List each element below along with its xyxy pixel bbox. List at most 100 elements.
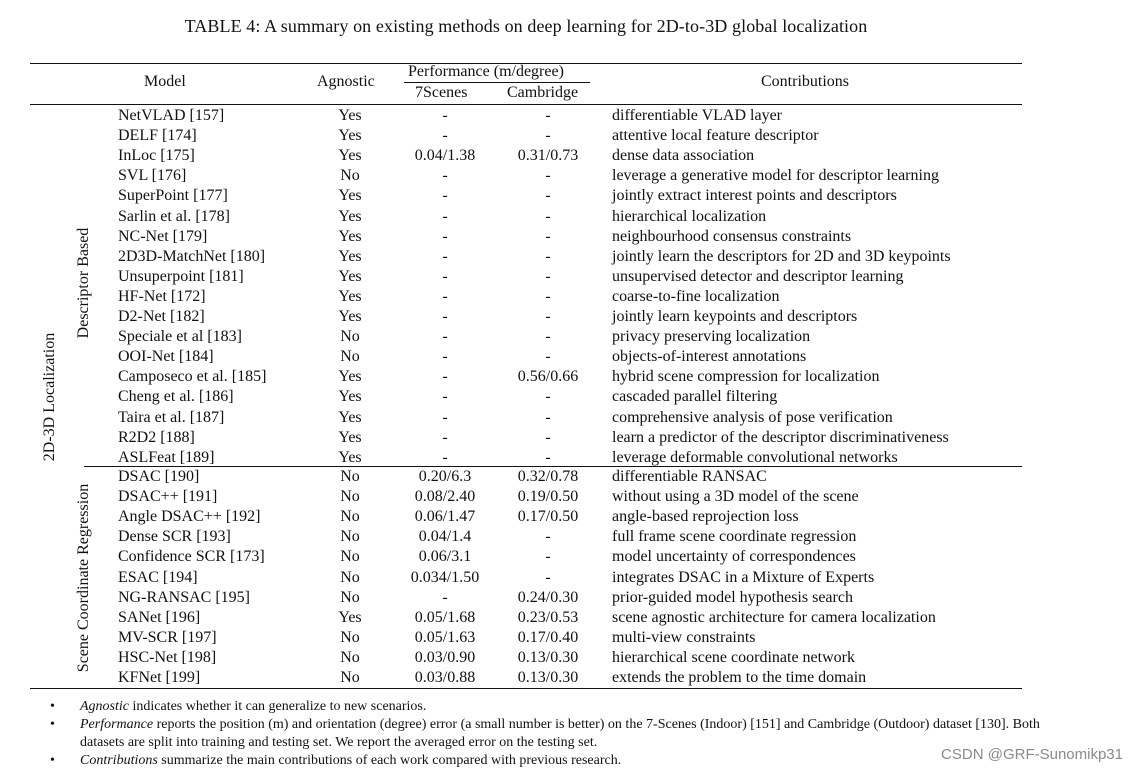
cell-7scenes: 0.20/6.3: [418, 468, 472, 485]
cell-model: NetVLAD [157]: [118, 107, 225, 124]
cell-7scenes: -: [442, 227, 448, 245]
table-row: Confidence SCR [173] No 0.06/3.1 - model unc…: [30, 547, 1022, 567]
header-model: Model: [144, 73, 186, 90]
cell-agnostic: Yes: [338, 267, 362, 285]
cell-cambridge: -: [545, 388, 551, 406]
cell-contribution: hierarchical localization: [612, 207, 767, 225]
cell-agnostic: No: [340, 628, 360, 646]
cell-cambridge: -: [545, 287, 551, 305]
cell-model: 2D3D-MatchNet [180]: [118, 247, 266, 265]
cell-contribution: without using a 3D model of the scene: [612, 488, 859, 506]
cell-cambridge: -: [545, 528, 551, 546]
cell-contribution: jointly learn keypoints and descriptors: [612, 308, 858, 325]
table-row: Taira et al. [187] Yes - - comprehensive ana…: [30, 408, 1022, 428]
cell-contribution: model uncertainty of correspondences: [612, 548, 856, 566]
cell-contribution: privacy preserving localization: [612, 328, 811, 346]
table-row: Unsuperpoint [181] Yes - - unsupervised dete…: [30, 267, 1022, 287]
cell-cambridge: -: [545, 548, 551, 566]
cell-model: DSAC++ [191]: [118, 488, 218, 506]
cell-agnostic: No: [340, 588, 360, 606]
table-row: MV-SCR [197] No 0.05/1.63 0.17/0.40 multi-vi…: [30, 628, 1022, 648]
cell-contribution: coarse-to-fine localization: [612, 287, 780, 305]
table-row: NC-Net [179] Yes - - neighbourhood consensus…: [30, 227, 1022, 247]
cell-7scenes: 0.06/3.1: [418, 548, 472, 566]
cell-cambridge: 0.56/0.66: [517, 368, 579, 386]
note-text: summarize the main contributions of each…: [157, 753, 622, 768]
cell-7scenes: -: [442, 348, 448, 366]
cell-cambridge: -: [545, 187, 551, 205]
cell-agnostic: Yes: [338, 308, 362, 325]
cell-7scenes: -: [442, 107, 448, 124]
cell-agnostic: No: [340, 669, 360, 686]
cell-contribution: scene agnostic architecture for camera l…: [612, 608, 936, 626]
cell-agnostic: Yes: [338, 388, 362, 406]
note-text: indicates whether it can generalize to n…: [129, 699, 427, 714]
table-row: 2D3D-MatchNet [180] Yes - - jointly learn th…: [30, 247, 1022, 267]
cell-model: HSC-Net [198]: [118, 648, 217, 666]
cell-7scenes: -: [442, 267, 448, 285]
cell-7scenes: -: [442, 368, 448, 386]
cell-model: SANet [196]: [118, 608, 201, 626]
cell-contribution: objects-of-interest annotations: [612, 348, 807, 366]
cell-agnostic: No: [340, 488, 360, 506]
bottom-rule: [30, 688, 1022, 690]
table-row: OOI-Net [184] No - - objects-of-interest ann…: [30, 347, 1022, 367]
cell-model: Speciale et al [183]: [118, 328, 242, 346]
header-performance: Performance (m/degree): [408, 63, 564, 80]
cell-cambridge: -: [545, 107, 551, 124]
cell-7scenes: -: [442, 448, 448, 466]
cell-model: DSAC [190]: [118, 468, 200, 485]
table-row: Speciale et al [183] No - - privacy preservi…: [30, 327, 1022, 347]
table-row: Angle DSAC++ [192] No 0.06/1.47 0.17/0.50 an…: [30, 507, 1022, 527]
cell-contribution: attentive local feature descriptor: [612, 127, 819, 145]
cell-model: Confidence SCR [173]: [118, 548, 265, 566]
cell-agnostic: No: [340, 328, 360, 346]
cell-agnostic: No: [340, 508, 360, 526]
cell-model: Dense SCR [193]: [118, 528, 231, 546]
table-row: Sarlin et al. [178] Yes - - hierarchical loc…: [30, 207, 1022, 227]
cell-agnostic: No: [340, 568, 360, 586]
cell-contribution: leverage a generative model for descript…: [612, 167, 939, 185]
header-contributions: Contributions: [761, 73, 850, 90]
header-cambridge: Cambridge: [507, 84, 579, 101]
cell-cambridge: 0.17/0.50: [517, 508, 579, 526]
cell-agnostic: Yes: [338, 107, 362, 124]
cell-model: InLoc [175]: [118, 147, 195, 165]
table-row: Dense SCR [193] No 0.04/1.4 - full frame sce…: [30, 527, 1022, 547]
group-divider: [84, 466, 1022, 467]
cell-cambridge: -: [545, 348, 551, 366]
cell-agnostic: No: [340, 648, 360, 666]
cell-agnostic: Yes: [338, 127, 362, 145]
cell-7scenes: -: [442, 408, 448, 426]
cell-7scenes: -: [442, 287, 448, 305]
table-row: HF-Net [172] Yes - - coarse-to-fine localiza…: [30, 287, 1022, 307]
cell-7scenes: -: [442, 328, 448, 346]
cell-model: Taira et al. [187]: [118, 408, 225, 426]
cell-7scenes: -: [442, 207, 448, 225]
cell-model: Angle DSAC++ [192]: [118, 508, 261, 526]
cell-contribution: integrates DSAC in a Mixture of Experts: [612, 568, 875, 586]
cell-cambridge: 0.24/0.30: [517, 588, 579, 606]
table-row: DSAC++ [191] No 0.08/2.40 0.19/0.50 without …: [30, 487, 1022, 507]
cell-model: DELF [174]: [118, 127, 197, 145]
cell-cambridge: -: [545, 408, 551, 426]
cell-7scenes: -: [442, 588, 448, 606]
cell-model: D2-Net [182]: [118, 308, 205, 325]
cell-contribution: differentiable VLAD layer: [612, 107, 783, 124]
cell-cambridge: 0.13/0.30: [517, 669, 579, 686]
cell-agnostic: No: [340, 167, 360, 185]
header-7scenes: 7Scenes: [415, 84, 468, 101]
cell-contribution: leverage deformable convolutional networ…: [612, 448, 898, 466]
cell-cambridge: 0.19/0.50: [517, 488, 579, 506]
cell-cambridge: -: [545, 167, 551, 185]
cell-7scenes: 0.03/0.90: [414, 648, 476, 666]
note-text: reports the position (m) and orientation…: [80, 717, 1040, 750]
cell-contribution: dense data association: [612, 147, 755, 165]
cell-7scenes: -: [442, 127, 448, 145]
cell-agnostic: No: [340, 348, 360, 366]
cell-model: R2D2 [188]: [118, 428, 195, 446]
table-row: SuperPoint [177] Yes - - jointly extract int…: [30, 186, 1022, 206]
cell-contribution: angle-based reprojection loss: [612, 508, 799, 526]
cell-cambridge: -: [545, 428, 551, 446]
cell-7scenes: -: [442, 428, 448, 446]
